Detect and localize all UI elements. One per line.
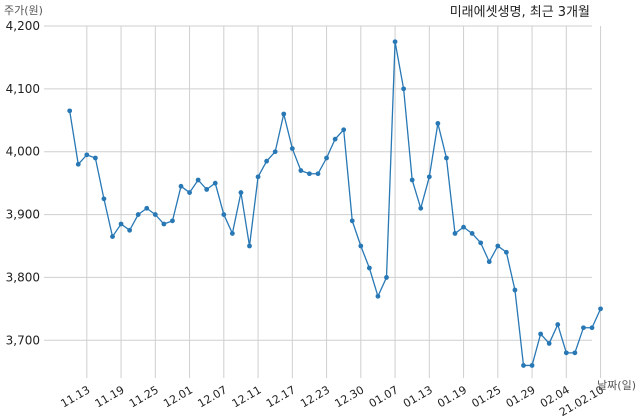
- data-point: [589, 325, 595, 331]
- data-point: [461, 224, 466, 230]
- data-point: [581, 325, 586, 331]
- data-point: [144, 205, 150, 211]
- data-point: [255, 174, 261, 180]
- series-line: [69, 41, 602, 367]
- data-point: [538, 331, 544, 337]
- data-point: [127, 227, 133, 233]
- data-point: [401, 86, 407, 92]
- x-axis-ticks: 11.13 11.19 11.25 12.01 12.07 12.11 12.17 12.23…: [59, 383, 607, 419]
- x-tick-label: 12.30: [333, 383, 367, 410]
- x-tick-label: 12.11: [230, 383, 264, 410]
- x-tick-label: 12.01: [161, 383, 195, 410]
- data-point: [478, 240, 484, 246]
- x-tick-label: 01.19: [435, 383, 469, 410]
- data-point: [289, 146, 295, 151]
- data-point: [503, 249, 509, 255]
- chart-title: 미래에셋생명, 최근 3개월: [450, 5, 590, 20]
- data-point: [324, 155, 329, 161]
- data-point: [358, 243, 364, 249]
- data-point: [486, 259, 492, 265]
- x-tick-label: 01.29: [504, 383, 538, 410]
- y-axis-ticks: 3,700 3,800 3,900 4,000 4,100 4,200: [6, 19, 40, 347]
- data-point: [212, 180, 218, 186]
- data-point: [135, 212, 141, 217]
- data-point: [118, 221, 124, 227]
- data-point: [349, 218, 355, 224]
- data-point: [375, 293, 381, 299]
- x-tick-label: 11.13: [59, 383, 93, 410]
- data-point: [101, 196, 107, 202]
- data-point: [563, 350, 569, 356]
- y-tick-label: 3,900: [6, 208, 40, 222]
- data-point: [152, 212, 158, 217]
- data-point: [521, 363, 526, 368]
- x-tick-label: 11.19: [93, 383, 127, 410]
- x-axis-label: 날짜(일): [597, 378, 636, 392]
- x-tick-label: 01.13: [401, 383, 435, 410]
- data-point: [92, 155, 98, 161]
- data-point: [229, 231, 235, 236]
- data-series: [67, 39, 603, 368]
- y-tick-label: 4,000: [6, 145, 40, 159]
- data-point: [572, 350, 578, 356]
- data-point: [409, 177, 415, 183]
- y-tick-label: 3,800: [6, 270, 40, 284]
- data-point: [170, 218, 175, 224]
- data-point: [341, 127, 347, 133]
- gridlines: [44, 25, 602, 378]
- data-point: [426, 174, 432, 180]
- data-point: [272, 149, 278, 155]
- y-axis-label: 주가(원): [4, 4, 43, 17]
- data-point: [247, 243, 252, 249]
- data-point: [598, 306, 603, 312]
- y-tick-label: 4,200: [6, 19, 40, 33]
- data-point: [264, 158, 270, 164]
- data-point: [204, 187, 210, 192]
- data-point: [384, 275, 389, 280]
- x-tick-label: 01.07: [367, 383, 401, 410]
- data-point: [178, 183, 184, 189]
- y-tick-label: 4,100: [6, 82, 40, 96]
- data-point: [512, 287, 518, 293]
- x-tick-label: 11.25: [127, 383, 161, 410]
- data-point: [84, 152, 90, 158]
- data-point: [366, 265, 372, 271]
- data-point: [315, 171, 321, 177]
- data-point: [418, 205, 424, 211]
- data-point: [298, 168, 304, 173]
- x-tick-label: 01.25: [470, 383, 504, 410]
- x-tick-label: 12.07: [196, 383, 230, 410]
- data-point: [161, 221, 167, 227]
- y-tick-label: 3,700: [6, 333, 40, 347]
- data-point: [546, 341, 552, 346]
- data-point: [332, 136, 338, 142]
- data-point: [307, 171, 312, 177]
- data-point: [75, 161, 81, 167]
- data-point: [529, 363, 535, 368]
- x-tick-label: 12.23: [298, 383, 332, 410]
- data-point: [221, 212, 227, 217]
- data-point: [469, 231, 475, 236]
- data-point: [452, 231, 458, 236]
- data-point: [67, 108, 73, 114]
- data-point: [435, 121, 441, 126]
- data-point: [392, 39, 398, 45]
- data-point: [187, 190, 192, 195]
- data-point: [195, 177, 201, 183]
- data-point: [281, 111, 287, 117]
- data-point: [444, 155, 449, 161]
- data-point: [555, 322, 561, 327]
- data-point: [495, 243, 501, 249]
- data-point: [238, 190, 244, 195]
- x-tick-label: 12.17: [264, 383, 298, 410]
- data-point: [110, 234, 115, 239]
